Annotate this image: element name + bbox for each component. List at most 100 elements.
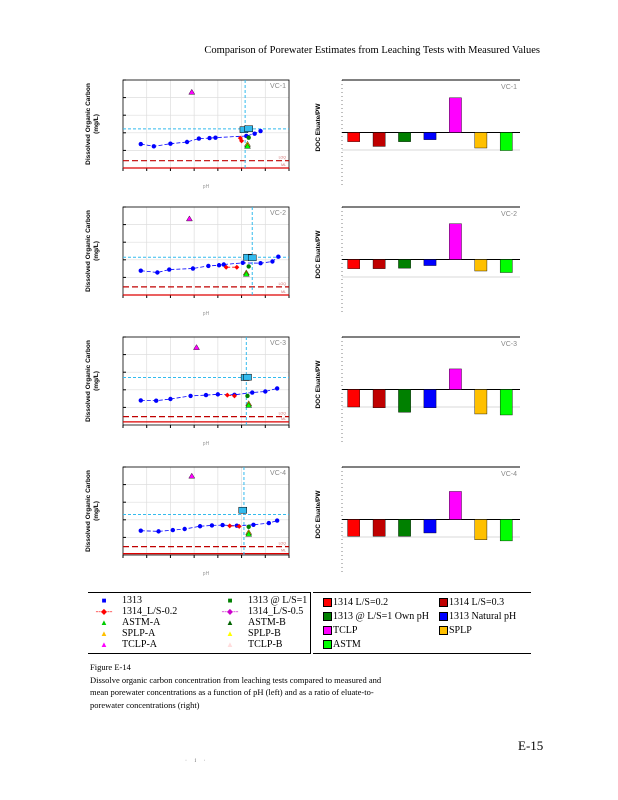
eluate-ratio-chart: VC-3 DOC Eluate/PW (315, 336, 520, 442)
data-point (188, 393, 193, 399)
chart-title: VC-2 (501, 211, 517, 218)
legend-label: ASTM (333, 639, 361, 650)
ml-label: ML (281, 163, 286, 167)
legend-item: 1313 Natural pH (439, 611, 516, 622)
y-axis-label: Dissolved Organic Carbon (85, 340, 92, 422)
legend-swatch-icon (323, 626, 332, 635)
diamond-marker (231, 393, 237, 399)
caption-line: mean porewater concentrations as a funct… (90, 687, 374, 697)
porewater-marker (243, 373, 252, 381)
y-axis-label: Dissolved Organic Carbon (85, 83, 92, 165)
bar-1314-l-s-0-2 (347, 389, 360, 408)
data-point (154, 398, 159, 403)
legend-swatch-icon (323, 640, 332, 649)
legend-label: 1314_L/S-0.5 (248, 606, 304, 617)
y-axis-label: Dissolved Organic Carbon (85, 470, 92, 552)
y-axis-label: DOC Eluate/PW (315, 360, 322, 409)
chart-title: VC-4 (270, 470, 286, 477)
eluate-ratio-chart: VC-1 DOC Eluate/PW (315, 79, 520, 185)
triangle-marker (188, 88, 196, 95)
triangle-marker (186, 215, 193, 222)
legend-item: ▲ TCLP-B (216, 639, 282, 650)
data-point (156, 529, 161, 534)
data-point (215, 392, 221, 397)
scatter-legend: ■ 1313 ■ 1313 @ L/S=1 --◆-- 1314_L/S-0.2 --◆--… (88, 592, 311, 654)
legend-label: SPLP-A (122, 628, 156, 639)
loq-label: LOQ (279, 542, 287, 546)
triangle-marker (245, 530, 253, 537)
data-point (245, 393, 250, 399)
triangle-marker-icon: ▲ (100, 629, 108, 638)
data-point (151, 144, 157, 149)
legend-item: 1314 L/S=0.2 (323, 597, 388, 608)
bar-splp (474, 132, 488, 149)
plot-area (122, 79, 290, 169)
plot-area (122, 206, 290, 296)
data-point (206, 263, 211, 269)
legend-label: 1314_L/S-0.2 (122, 606, 178, 617)
legend-item: ▲ TCLP-A (90, 639, 157, 650)
chart-title: VC-1 (270, 83, 286, 90)
legend-label: TCLP-A (122, 639, 157, 650)
data-point (240, 260, 245, 266)
legend-label: TCLP-B (248, 639, 283, 650)
plot-area (122, 466, 290, 556)
triangle-marker (245, 402, 253, 408)
triangle-marker (193, 344, 200, 350)
legend-swatch-icon (439, 598, 448, 607)
bar-tclp (449, 368, 462, 390)
porewater-marker (238, 506, 248, 514)
data-point (203, 392, 209, 398)
legend-item: ASTM (323, 639, 361, 650)
bar-astm (499, 519, 513, 542)
bar-1314-l-s-0-3 (372, 519, 386, 537)
legend-label: SPLP-B (248, 628, 281, 639)
legend-item: ▲ SPLP-B (216, 628, 281, 639)
chart-title: VC-1 (501, 84, 517, 91)
loq-label: LOQ (279, 156, 287, 160)
data-point (207, 135, 212, 141)
data-point (258, 261, 263, 266)
data-point (252, 131, 257, 136)
y-axis-label: DOC Eluate/PW (315, 230, 322, 279)
data-point (138, 398, 143, 403)
chart-title: VC-3 (501, 341, 517, 348)
legend-swatch-icon (323, 598, 332, 607)
data-point (274, 518, 280, 523)
triangle-marker-icon: ▲ (100, 618, 108, 627)
legend-item: ■ 1313 @ L/S=1 (216, 595, 308, 606)
bar-1313-natural-ph (423, 259, 437, 266)
caption-line: Dissolve organic carbon concentration fr… (90, 674, 382, 685)
data-point (270, 259, 275, 264)
data-point (170, 527, 175, 533)
legend-item: 1314 L/S=0.3 (439, 597, 504, 608)
triangle-marker (242, 270, 250, 277)
y-axis-label: DOC Eluate/PW (315, 103, 322, 152)
footer-marks: · i · (185, 758, 209, 764)
ml-label: ML (281, 290, 286, 294)
data-point (266, 520, 272, 526)
triangle-marker (188, 472, 196, 479)
y-axis-unit: (mg/L) (93, 241, 100, 261)
loq-label: LOQ (279, 282, 287, 286)
bar-1313-l-s-1-own-ph (398, 519, 411, 537)
legend-swatch-icon (323, 612, 332, 621)
chart-title: VC-2 (270, 210, 286, 217)
series-line (140, 130, 261, 147)
diamond-marker (239, 138, 245, 144)
data-point (197, 524, 203, 529)
legend-label: 1313 @ L/S=1 (248, 595, 308, 606)
data-point (209, 523, 215, 528)
bar-1313-natural-ph (423, 132, 437, 140)
data-point (213, 135, 218, 140)
legend-label: ASTM-A (122, 617, 161, 628)
bar-1313-l-s-1-own-ph (398, 259, 411, 269)
series-line (140, 388, 278, 402)
figure-number: Figure E-14 (90, 662, 131, 672)
y-axis-unit: (mg/L) (93, 501, 100, 521)
bar-tclp (449, 223, 462, 260)
diamond-marker (236, 523, 242, 529)
data-point (250, 390, 255, 395)
legend-item: ■ 1313 (90, 595, 142, 606)
bar-tclp (449, 97, 462, 133)
